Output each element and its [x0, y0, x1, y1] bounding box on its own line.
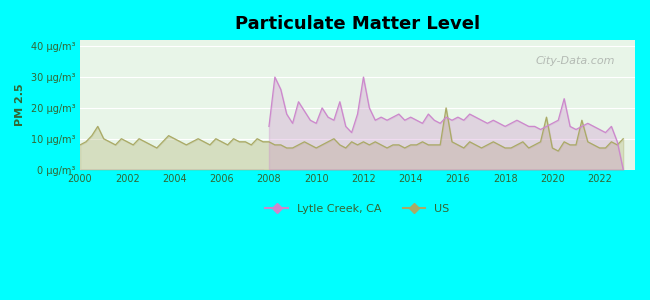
Text: City-Data.com: City-Data.com [535, 56, 615, 66]
Y-axis label: PM 2.5: PM 2.5 [15, 83, 25, 126]
Legend: Lytle Creek, CA, US: Lytle Creek, CA, US [261, 200, 454, 218]
Title: Particulate Matter Level: Particulate Matter Level [235, 15, 480, 33]
